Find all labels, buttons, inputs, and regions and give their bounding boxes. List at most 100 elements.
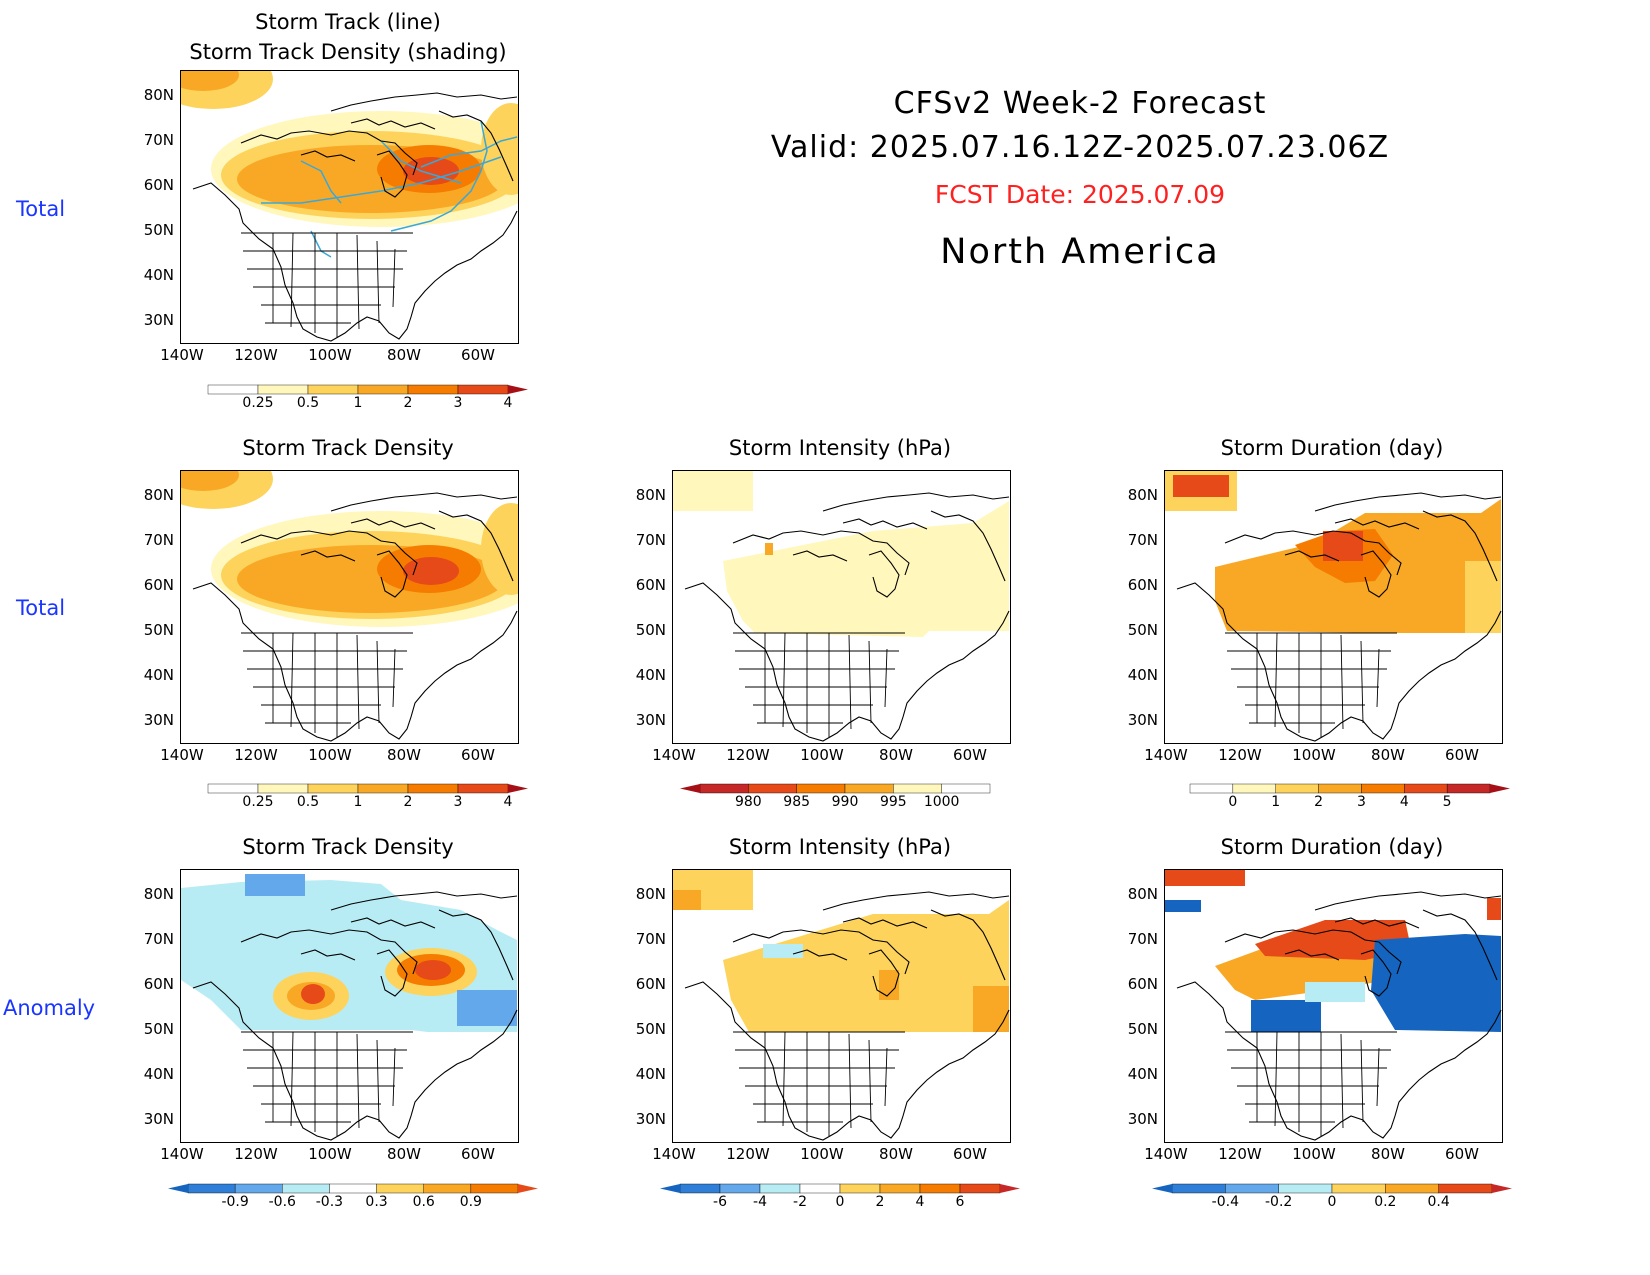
- lat-tick-label: 30N: [143, 711, 174, 729]
- colorbar-label: 4: [503, 794, 513, 810]
- lat-tick-label: 60N: [1127, 576, 1158, 594]
- lon-tick-label: 80W: [1371, 746, 1405, 764]
- colorbar-density_anom: [168, 1183, 538, 1194]
- valid-period: Valid: 2025.07.16.12Z-2025.07.23.06Z: [770, 130, 1390, 165]
- colorbar-label: -4: [753, 1194, 767, 1210]
- colorbar-label: 0.6: [412, 1194, 435, 1210]
- lat-tick-label: 50N: [635, 1020, 666, 1038]
- lon-tick-label: 100W: [308, 1145, 352, 1163]
- lat-tick-label: 30N: [635, 711, 666, 729]
- lon-tick-label: 120W: [726, 746, 770, 764]
- lon-tick-label: 100W: [1292, 1145, 1336, 1163]
- colorbar-density_total: [207, 384, 528, 395]
- forecast-title: CFSv2 Week-2 Forecast: [893, 86, 1267, 121]
- lon-tick-label: 120W: [1218, 1145, 1262, 1163]
- lat-tick-label: 30N: [635, 1110, 666, 1128]
- lat-tick-label: 80N: [1127, 486, 1158, 504]
- lon-tick-label: 60W: [461, 746, 495, 764]
- lat-tick-label: 70N: [143, 131, 174, 149]
- colorbar-label: 2: [403, 395, 413, 411]
- coastline: [192, 891, 518, 1141]
- colorbar-label: 0: [1327, 1194, 1337, 1210]
- lon-tick-label: 100W: [800, 1145, 844, 1163]
- lat-tick-label: 70N: [143, 531, 174, 549]
- lon-tick-label: 60W: [461, 346, 495, 364]
- lat-tick-label: 50N: [143, 1020, 174, 1038]
- lon-tick-label: 120W: [234, 746, 278, 764]
- lon-tick-label: 60W: [953, 746, 987, 764]
- lat-tick-label: 50N: [143, 621, 174, 639]
- colorbar-label: 0.2: [1374, 1194, 1397, 1210]
- colorbar-label: 0.5: [296, 794, 320, 810]
- colorbar-label: 6: [955, 1194, 965, 1210]
- colorbar-duration_total: [1189, 783, 1510, 794]
- lon-tick-label: 80W: [387, 1145, 421, 1163]
- lat-tick-label: 80N: [1127, 885, 1158, 903]
- colorbar-label: 0.25: [242, 794, 274, 810]
- lat-tick-label: 80N: [143, 885, 174, 903]
- colorbar-label: -6: [713, 1194, 727, 1210]
- lat-tick-label: 30N: [143, 1110, 174, 1128]
- lat-tick-label: 50N: [143, 221, 174, 239]
- map-graphic: [181, 71, 518, 343]
- coastline: [1176, 891, 1502, 1141]
- lat-tick-label: 40N: [635, 1065, 666, 1083]
- lon-tick-label: 60W: [1445, 746, 1479, 764]
- lat-tick-label: 70N: [1127, 531, 1158, 549]
- lon-tick-label: 140W: [652, 1145, 696, 1163]
- lon-tick-label: 80W: [1371, 1145, 1405, 1163]
- map-graphic: [181, 471, 518, 743]
- lon-tick-label: 120W: [726, 1145, 770, 1163]
- lon-tick-label: 140W: [160, 746, 204, 764]
- colorbar-label: 0.3: [365, 1194, 388, 1210]
- lat-tick-label: 60N: [635, 975, 666, 993]
- lat-tick-label: 60N: [1127, 975, 1158, 993]
- lat-tick-label: 70N: [1127, 930, 1158, 948]
- lon-tick-label: 120W: [234, 1145, 278, 1163]
- colorbar-label: 3: [453, 794, 463, 810]
- lon-tick-label: 60W: [1445, 1145, 1479, 1163]
- lon-tick-label: 80W: [387, 346, 421, 364]
- colorbar-label: -0.6: [268, 1194, 296, 1210]
- lon-tick-label: 80W: [879, 746, 913, 764]
- lat-tick-label: 70N: [143, 930, 174, 948]
- lat-tick-label: 60N: [635, 576, 666, 594]
- colorbar-label: 0.9: [459, 1194, 482, 1210]
- row-label-total: Total: [16, 197, 66, 221]
- map-graphic: [181, 874, 518, 1142]
- lon-tick-label: 140W: [160, 1145, 204, 1163]
- lon-tick-label: 100W: [308, 746, 352, 764]
- colorbar-label: 0: [835, 1194, 845, 1210]
- map-panel-p4: [1164, 470, 1503, 744]
- colorbar-label: 0.5: [296, 395, 320, 411]
- lon-tick-label: 80W: [387, 746, 421, 764]
- forecast-date: FCST Date: 2025.07.09: [934, 180, 1226, 209]
- map-graphic: [673, 471, 1010, 742]
- lon-tick-label: 60W: [461, 1145, 495, 1163]
- lon-tick-label: 100W: [308, 346, 352, 364]
- coastline: [684, 492, 1010, 742]
- map-panel-p5: [180, 869, 519, 1143]
- coastline: [1176, 492, 1502, 742]
- lon-tick-label: 140W: [1144, 746, 1188, 764]
- lat-tick-label: 40N: [143, 266, 174, 284]
- colorbar-label: 3: [453, 395, 463, 411]
- colorbar-label: 2: [1314, 794, 1324, 810]
- panel-title: Storm Track (line): [255, 10, 441, 34]
- lon-tick-label: 140W: [1144, 1145, 1188, 1163]
- lat-tick-label: 30N: [1127, 1110, 1158, 1128]
- lat-tick-label: 50N: [1127, 1020, 1158, 1038]
- panel-title: Storm Duration (day): [1220, 835, 1444, 859]
- map-panel-p6: [672, 869, 1011, 1143]
- colorbar-density_total: [207, 783, 528, 794]
- storm-track-lines: [261, 120, 518, 258]
- lat-tick-label: 80N: [635, 885, 666, 903]
- lon-tick-label: 140W: [160, 346, 204, 364]
- lon-tick-label: 100W: [800, 746, 844, 764]
- colorbar-label: 4: [915, 1194, 925, 1210]
- panel-title: Storm Intensity (hPa): [728, 436, 952, 460]
- colorbar-label: 990: [831, 794, 859, 810]
- lon-tick-label: 120W: [234, 346, 278, 364]
- panel-title: Storm Track Density: [242, 436, 454, 460]
- lat-tick-label: 40N: [143, 666, 174, 684]
